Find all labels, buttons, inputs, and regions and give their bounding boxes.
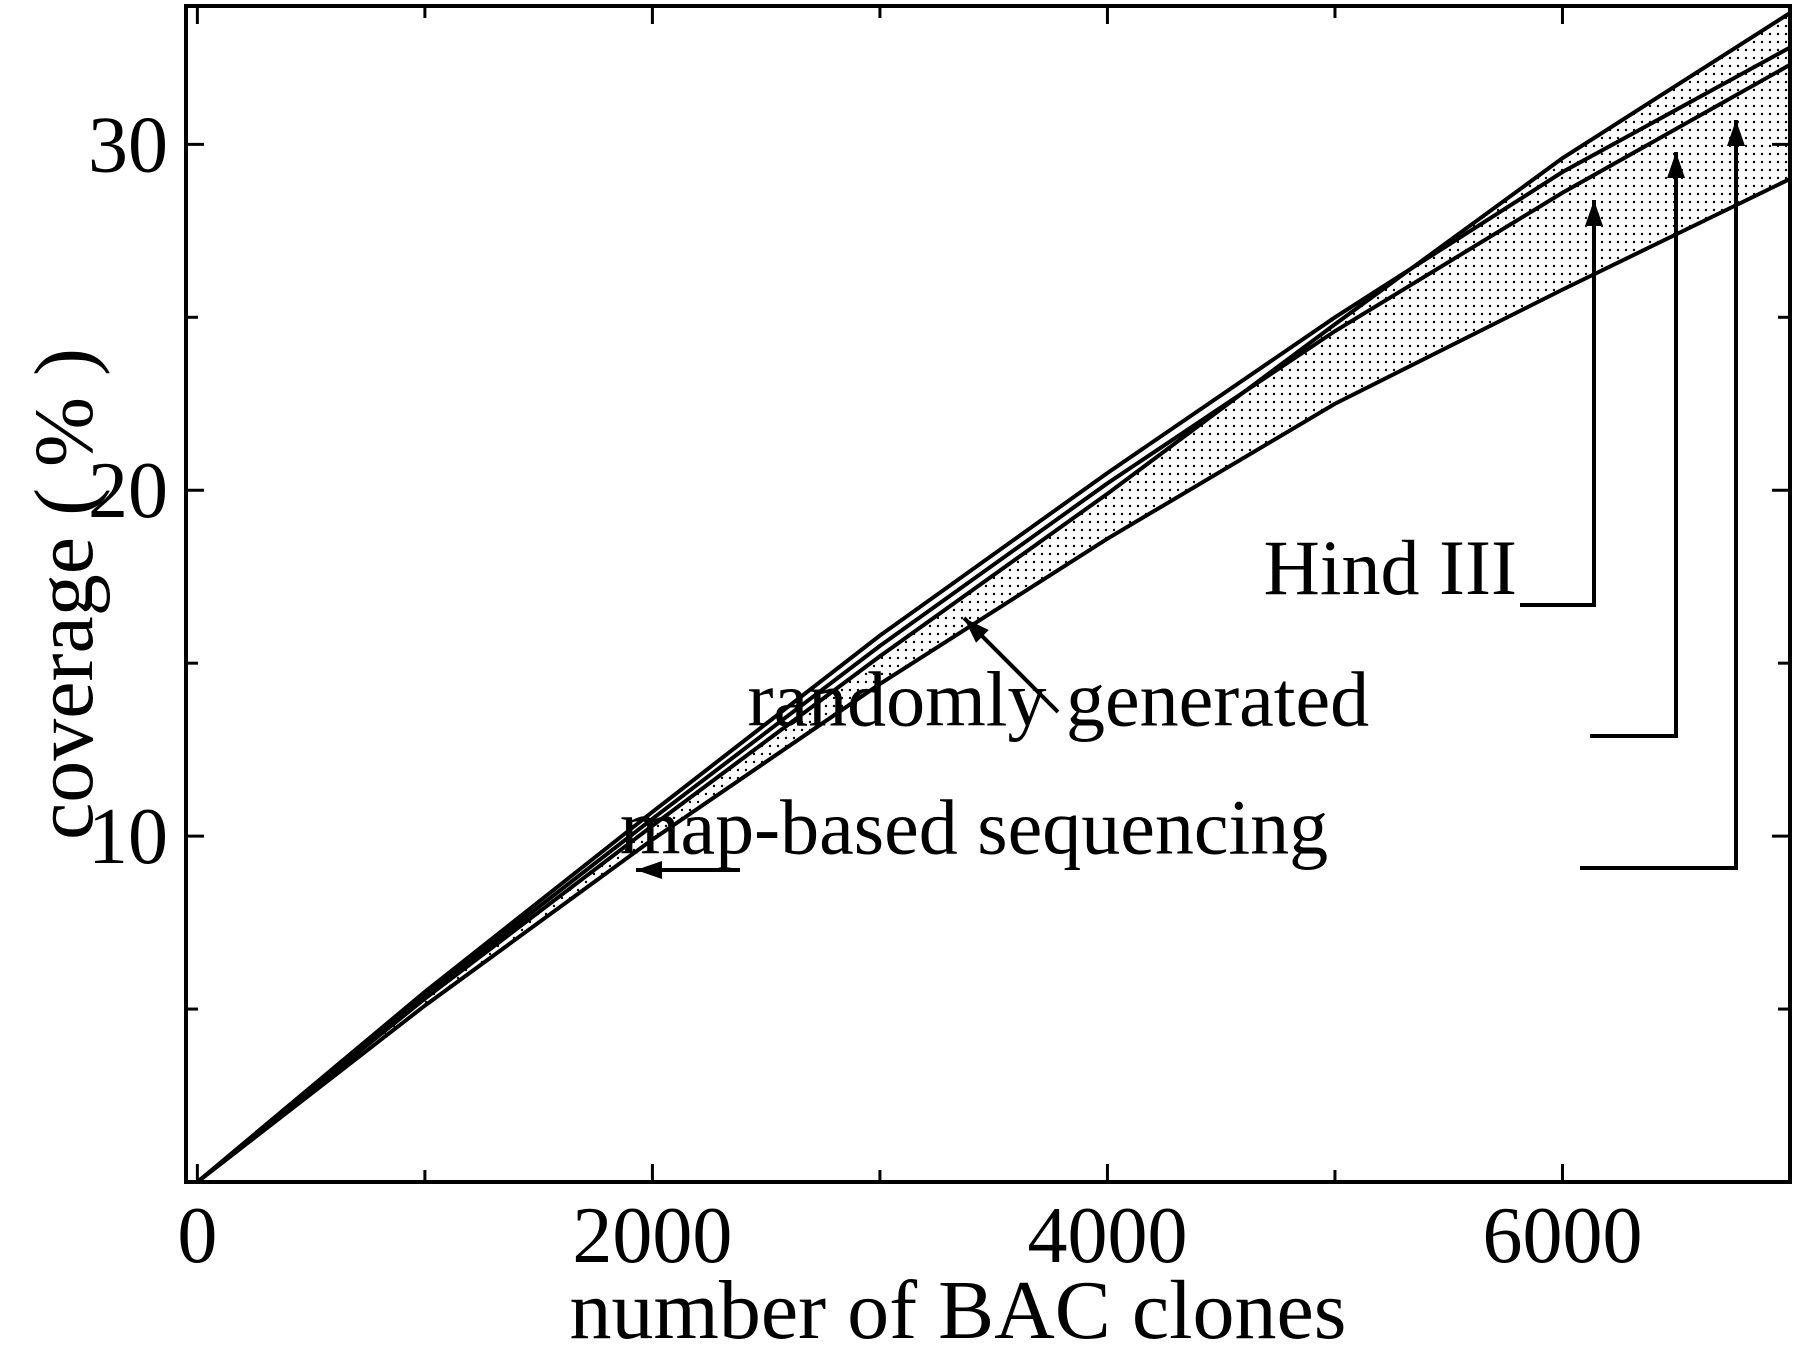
y-tick-label-20: 20 [88, 447, 168, 535]
x-tick-label-6000: 6000 [1482, 1192, 1642, 1280]
annotation-randomly-generated: randomly generated [748, 655, 1370, 742]
y-tick-label-30: 30 [88, 101, 168, 189]
annotation-map-based-sequencing: map-based sequencing [620, 783, 1328, 870]
series-lines [196, 11, 1792, 1184]
tick-labels: 0 2000 4000 6000 10 20 30 [88, 101, 1642, 1280]
randomly-generated-leader [1590, 152, 1678, 738]
axis-ticks [186, 6, 1790, 1182]
y-tick-label-10: 10 [88, 793, 168, 881]
hind-iii-leader [1520, 200, 1596, 607]
plot-frame [184, 4, 1792, 1184]
randomly-generated-inner-arrowhead [964, 618, 989, 643]
series-line-s2 [196, 11, 1792, 1184]
x-tick-label-4000: 4000 [1027, 1192, 1187, 1280]
series-line-s1 [196, 45, 1791, 1184]
x-tick-label-2000: 2000 [572, 1192, 732, 1280]
map-based-sequencing-arrowhead [1727, 120, 1745, 146]
shaded-band [197, 12, 1791, 1183]
series-line-s4 [196, 177, 1791, 1184]
y-axis-label: coverage ( % ) [18, 348, 111, 840]
hind-iii-arrowhead [1585, 200, 1603, 226]
map-based-sequencing-inner-arrowhead [636, 861, 662, 879]
x-tick-label-0: 0 [177, 1192, 217, 1280]
randomly-generated-arrowhead [1667, 152, 1685, 178]
map-based-sequencing-leader [1580, 120, 1738, 870]
series-line-s3 [196, 63, 1791, 1184]
x-axis-label: number of BAC clones [570, 1264, 1347, 1347]
annotation-hind-iii: Hind III [1264, 524, 1517, 611]
annotation-arrows [636, 120, 1745, 879]
